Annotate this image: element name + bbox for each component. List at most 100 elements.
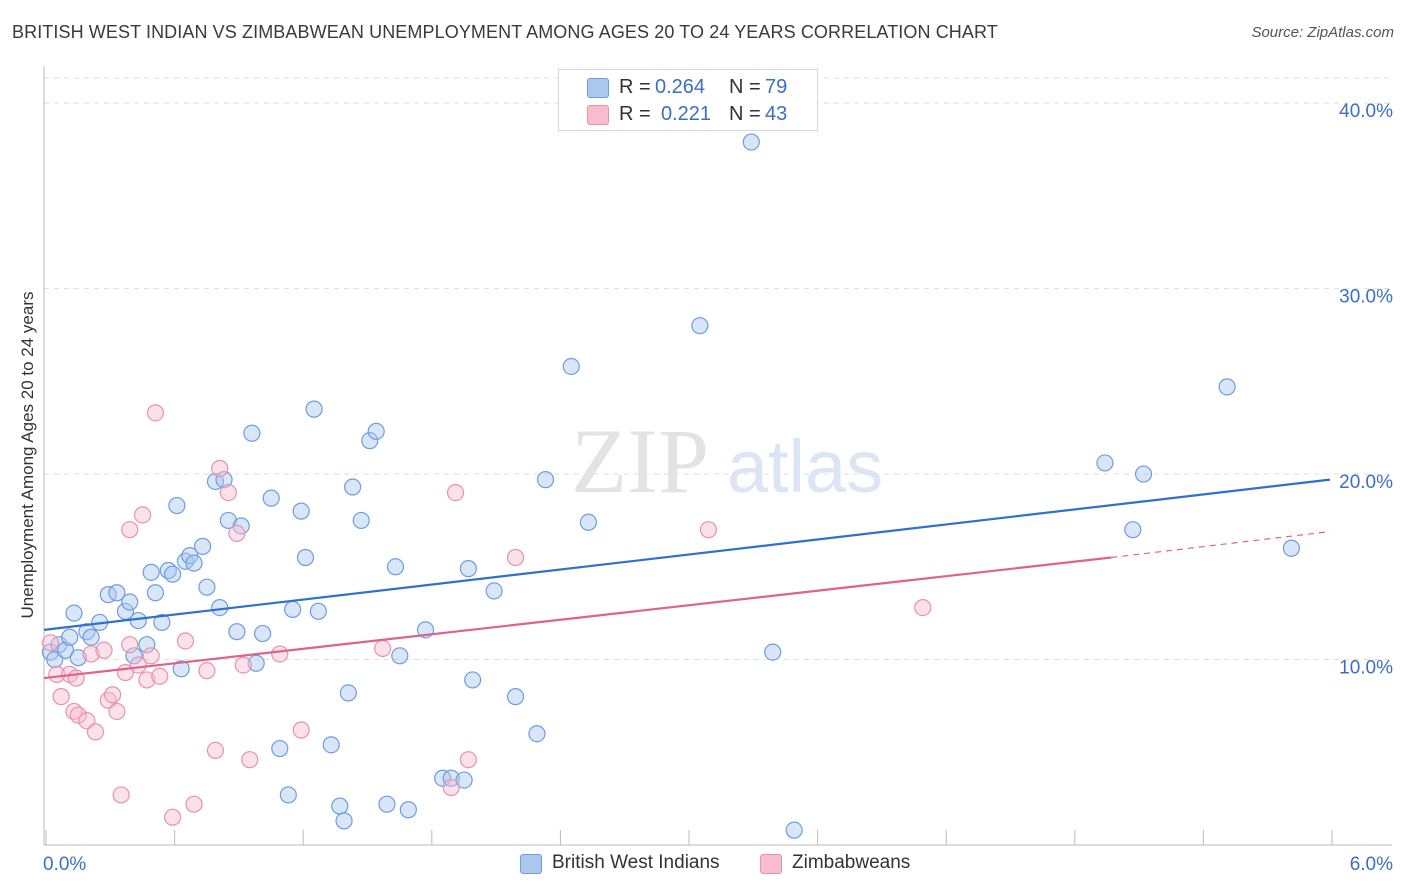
british-west-indians-point-70 [764,643,782,661]
bottom-legend-swatch-blue [520,854,542,874]
british-west-indians-point-19 [153,613,171,632]
zimbabweans-point-12 [108,702,126,721]
zimbabweans-point-38 [459,751,477,769]
british-west-indians-point-75 [1218,378,1236,396]
british-west-indians-point-78 [455,771,473,789]
british-west-indians-point-71 [785,821,803,839]
bottom-legend-swatch-pink [760,854,782,874]
british-west-indians-point-54 [386,558,405,576]
british-west-indians-point-47 [335,812,353,830]
zimbabweans-point-13 [112,786,130,804]
trend-lines [43,478,1331,680]
zimbabweans-point-29 [219,483,237,502]
y-tick-label: 10.0% [1339,658,1393,679]
zimbabweans-point-39 [506,548,525,567]
british-west-indians-point-25 [185,554,203,572]
zimbabweans-point-7 [82,645,100,663]
zimbabweans-point-40 [699,521,718,539]
y-tick-label: 20.0% [1339,472,1393,493]
y-tick-label: 30.0% [1339,287,1393,308]
british-west-indians-point-31 [219,511,237,530]
gridlines [44,77,1392,661]
british-west-indians-point-21 [168,496,186,515]
british-west-indians-point-3 [56,641,75,659]
british-west-indians-point-64 [528,725,546,743]
british-west-indians-point-30 [215,471,233,489]
british-west-indians-point-56 [399,801,417,819]
british-west-indians-point-60 [459,560,477,578]
british-west-indians-point-43 [305,400,323,418]
british-west-indians-point-16 [138,636,156,654]
british-west-indians-point-63 [506,688,525,706]
british-west-indians-point-53 [378,795,396,813]
bottom-legend-label: Zimbabweans [792,852,911,873]
british-west-indians-point-73 [1124,521,1142,539]
british-west-indians-point-17 [142,563,160,581]
british-west-indians-point-4 [61,628,79,646]
british-west-indians-point-42 [296,548,315,567]
british-west-indians-point-37 [262,489,280,507]
british-west-indians-point-14 [125,647,143,665]
zimbabweans-point-41 [914,598,932,617]
british-west-indians-point-69 [742,133,760,151]
zimbabweans-point-15 [121,636,139,654]
correlation-legend: R = 0.264 N = 79 R = 0.221 N = 43 [558,69,818,131]
legend-n-value: 43 [765,103,788,125]
zimbabweans-point-5 [69,706,87,724]
zimbabweans-point-17 [129,656,147,674]
zimbabweans-point-2 [52,688,70,706]
british-west-indians-point-13 [121,593,139,611]
british-west-indians-point-61 [464,671,482,689]
british-west-indians-point-32 [228,623,246,641]
chart-title: BRITISH WEST INDIAN VS ZIMBABWEAN UNEMPL… [12,22,998,42]
british-west-indians-point-51 [361,432,379,450]
zimbabweans-point-20 [142,647,160,665]
british-west-indians-point-39 [279,786,297,804]
y-tick-label: 40.0% [1339,101,1393,122]
british-west-indians-point-66 [562,357,580,376]
trend-line-zimbabweans-extension [1111,530,1331,559]
watermark: ZIP atlas [571,410,883,512]
british-west-indians-point-62 [485,582,503,600]
british-west-indians-point-48 [339,684,357,702]
british-west-indians-point-41 [292,502,310,520]
series-british-west-indians [41,133,1301,839]
british-west-indians-point-34 [243,424,261,442]
zimbabweans-point-18 [133,506,152,524]
zimbabweans-point-8 [86,723,105,741]
zimbabweans-point-30 [228,524,246,543]
x-tick-label: 0.0% [43,854,86,875]
british-west-indians-point-46 [331,797,349,815]
legend-r-value: 0.221 [661,103,712,125]
british-west-indians-point-5 [65,604,83,622]
zimbabweans-point-9 [95,641,113,659]
zimbabweans-point-25 [185,795,203,813]
zimbabweans-point-28 [211,459,229,478]
british-west-indians-point-50 [352,511,370,530]
legend-r-label: R = [619,103,651,125]
zimbabweans-point-0 [41,634,60,652]
zimbabweans-point-32 [241,751,259,769]
british-west-indians-point-67 [579,513,598,531]
british-west-indians-point-72 [1096,454,1114,472]
british-west-indians-point-49 [344,478,362,496]
british-west-indians-point-76 [1282,539,1301,557]
british-west-indians-point-45 [322,736,340,754]
british-west-indians-point-18 [146,584,165,602]
legend-n-label: N = [729,76,761,98]
zimbabweans-point-16 [121,521,139,539]
legend-r-value: 0.264 [655,76,706,98]
axes [43,66,1392,846]
zimbabweans-point-36 [442,778,460,797]
trend-line-zimbabweans [43,556,1112,680]
zimbabweans-point-26 [198,662,216,680]
zimbabweans-point-22 [151,667,169,685]
watermark-atlas: atlas [727,425,883,508]
british-west-indians-point-35 [247,654,265,672]
british-west-indians-point-74 [1134,465,1153,483]
british-west-indians-point-77 [164,565,182,583]
tick-labels: 10.0% 20.0% 30.0% 40.0% 0.0% 6.0% [43,101,1393,875]
zimbabweans-point-24 [176,632,195,650]
zimbabweans-point-34 [292,721,310,739]
